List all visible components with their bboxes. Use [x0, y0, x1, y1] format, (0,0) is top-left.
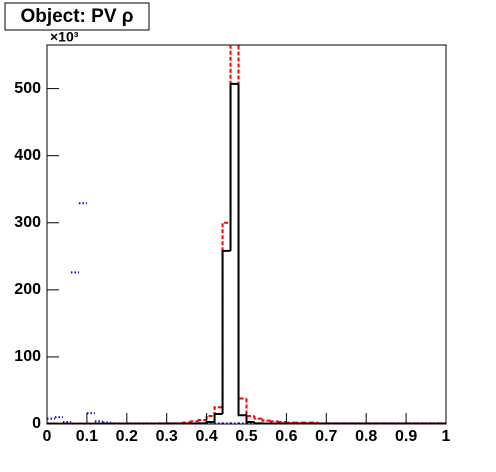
x-tick-label: 0.6: [275, 428, 297, 445]
histogram-step: [197, 418, 207, 422]
y-tick-label: 200: [14, 281, 41, 298]
x-tick-label: 0.3: [156, 428, 178, 445]
y-multiplier: ×10³: [50, 29, 79, 45]
y-tick-label: 0: [32, 415, 41, 432]
x-tick-label: 1: [442, 428, 451, 445]
title-box: [4, 2, 150, 31]
x-tick-label: 0.4: [195, 428, 217, 445]
y-tick-label: 500: [14, 80, 41, 97]
y-tick-label: 400: [14, 147, 41, 164]
plot-area: [47, 45, 446, 424]
y-tick-label: 300: [14, 214, 41, 231]
x-tick-label: 0.2: [116, 428, 138, 445]
x-tick-label: 0.8: [355, 428, 377, 445]
histogram-step: [221, 249, 231, 414]
histogram-step: [189, 420, 199, 423]
x-tick-label: 0.7: [315, 428, 337, 445]
histogram-step: [229, 82, 239, 251]
x-tick-label: 0.9: [395, 428, 417, 445]
histogram-step: [213, 412, 223, 422]
histogram-step: [261, 418, 271, 422]
histogram-step: [237, 83, 247, 417]
x-tick-label: 0: [43, 428, 52, 445]
histogram-step: [253, 415, 263, 420]
histogram-step: [253, 421, 263, 424]
histogram-step: [269, 420, 279, 423]
y-tick-label: 100: [14, 348, 41, 365]
x-tick-label: 0.5: [235, 428, 257, 445]
chart-title: Object: PV ρ: [20, 6, 133, 27]
x-tick-label: 0.1: [76, 428, 98, 445]
histogram-step: [277, 420, 287, 423]
